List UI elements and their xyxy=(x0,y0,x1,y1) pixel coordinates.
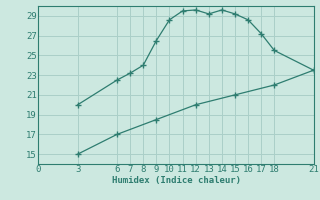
X-axis label: Humidex (Indice chaleur): Humidex (Indice chaleur) xyxy=(111,176,241,185)
